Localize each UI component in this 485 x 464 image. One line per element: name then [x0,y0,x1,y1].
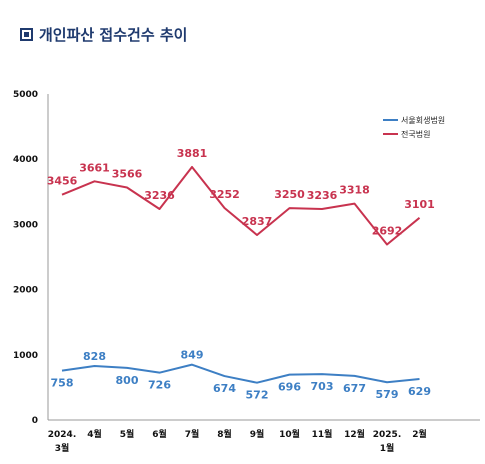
data-label: 3250 [274,188,305,201]
x-tick-label: 9월 [250,428,265,440]
series-line [61,363,420,384]
data-label: 677 [343,382,366,395]
data-label: 3661 [79,161,110,174]
x-tick-label: 5월 [120,428,135,440]
title-square-icon [20,28,33,41]
data-label: 572 [246,389,269,402]
data-label: 579 [376,388,399,401]
y-tick-label: 4000 [13,155,38,165]
x-tick-label: 2024. 3월 [48,430,76,454]
data-label: 758 [51,377,74,390]
y-tick-label: 1000 [13,351,38,361]
page-title-text: 개인파산 접수건수 추이 [39,26,188,44]
x-tick-label: 2025. 1월 [373,430,401,454]
data-label: 3236 [307,189,338,202]
legend-label: 서울회생법원 [401,115,445,125]
x-tick-label: 12월 [344,428,365,440]
data-label: 3566 [112,167,143,180]
data-label: 3101 [404,198,435,211]
x-tick-label: 6월 [152,428,167,440]
data-label: 2692 [372,224,403,237]
chart-series [61,165,421,384]
data-label: 3252 [209,188,240,201]
y-tick-label: 0 [32,416,38,426]
x-tick-label: 7월 [185,428,200,440]
data-label: 849 [181,349,204,362]
data-label: 674 [213,382,236,395]
data-label: 3318 [339,184,370,197]
legend-label: 전국법원 [401,129,430,139]
x-tick-label: 2월 [412,428,427,440]
y-tick-label: 3000 [13,220,38,230]
data-label: 703 [311,380,334,393]
series-line [61,165,421,246]
y-tick-label: 2000 [13,286,38,296]
chart-axes [47,94,480,421]
data-label: 726 [148,379,171,392]
data-label: 3881 [177,147,208,160]
data-label: 629 [408,385,431,398]
data-labels: 758 828 800 726 849 674 572 696 703 677 579 629 3456… [47,147,435,402]
y-tick-label: 5000 [13,90,38,100]
page-title: 개인파산 접수건수 추이 [20,24,187,45]
y-axis-ticks: 0 1000 2000 3000 4000 5000 [13,90,38,426]
x-axis-ticks: 2024. 3월 4월 5월 6월 7월 8월 9월 10월 11월 12월 2025. 1월 2월 [48,428,427,454]
x-tick-label: 10월 [279,428,300,440]
x-tick-label: 4월 [87,428,102,440]
x-tick-label: 8월 [217,428,232,440]
data-label: 828 [83,350,106,363]
data-label: 3236 [144,189,175,202]
data-label: 800 [116,374,139,387]
data-label: 3456 [47,175,78,188]
data-label: 2837 [242,215,273,228]
data-label: 696 [278,381,301,394]
x-tick-label: 11월 [312,428,333,440]
